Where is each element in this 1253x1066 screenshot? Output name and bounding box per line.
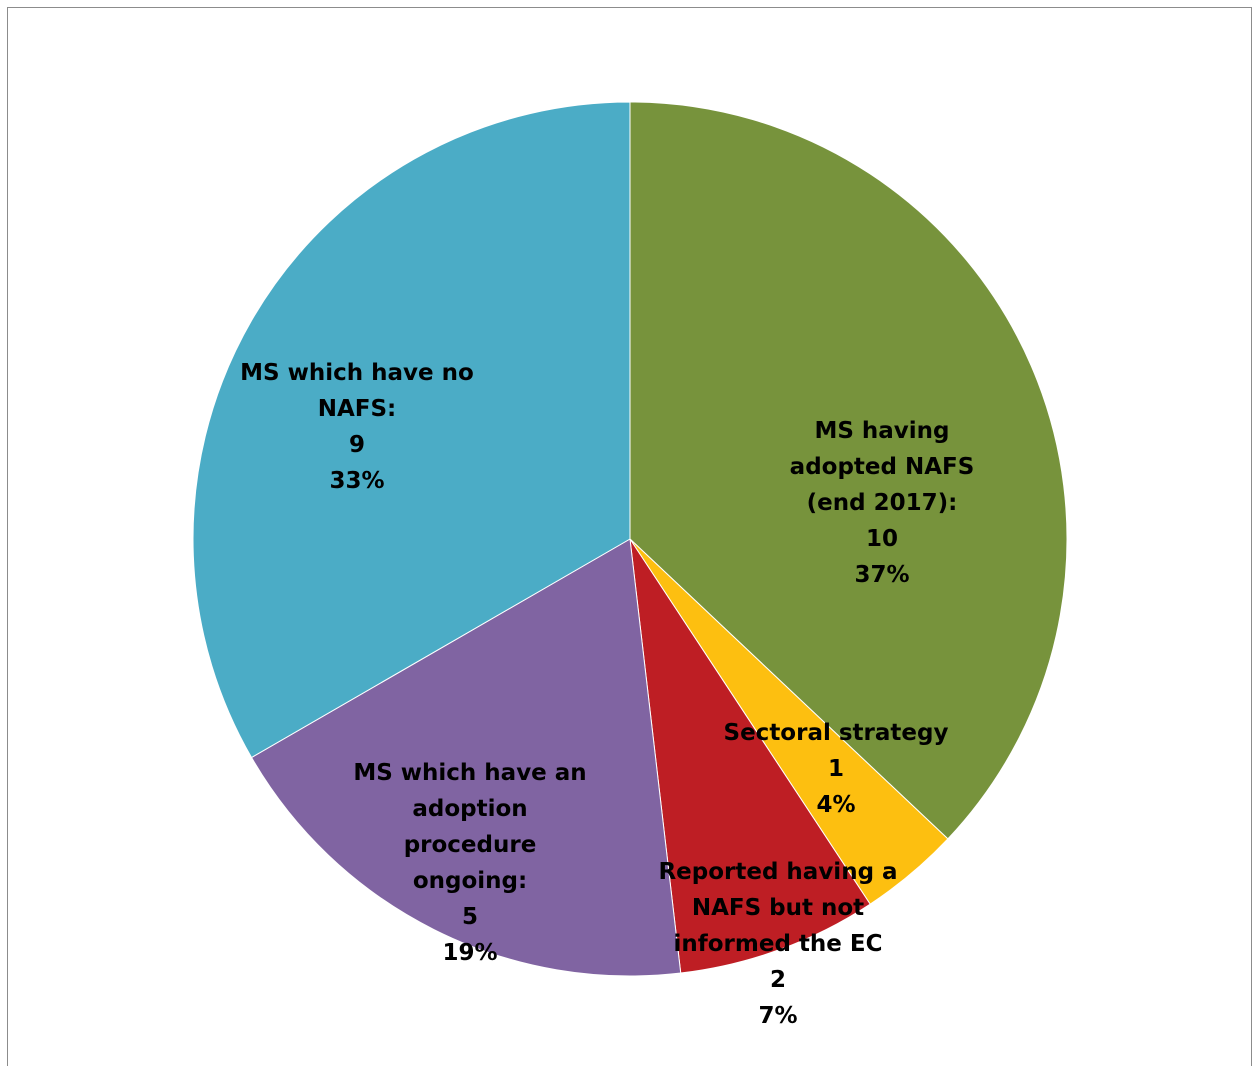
pie-slices — [192, 101, 1068, 977]
pie-slice-3 — [250, 538, 682, 977]
slice-0-label-line: MS having — [814, 418, 949, 444]
slice-1-value: 1 — [828, 756, 844, 782]
chart-frame — [7, 7, 1252, 1066]
slice-2-label-line: informed the EC — [673, 931, 882, 957]
slice-2-percent: 7% — [758, 1003, 797, 1029]
slice-label-1: Sectoral strategy 1 4% — [724, 720, 949, 818]
slice-label-0: MS having adopted NAFS (end 2017): 10 37% — [790, 418, 975, 588]
slice-4-label-line: NAFS: — [318, 396, 397, 422]
slice-label-4: MS which have no NAFS: 9 33% — [240, 360, 474, 494]
slice-label-3: MS which have an adoption procedure ongoing… — [353, 760, 586, 966]
slice-3-value: 5 — [462, 904, 478, 930]
slice-3-label-line: procedure — [404, 832, 537, 858]
slice-4-value: 9 — [349, 432, 365, 458]
slice-4-label-line: MS which have no — [240, 360, 474, 386]
slice-0-value: 10 — [866, 526, 898, 552]
pie-slice-2 — [629, 538, 871, 974]
slice-4-percent: 33% — [329, 468, 384, 494]
slice-0-label-line: (end 2017): — [807, 490, 958, 516]
slice-3-label-line: adoption — [412, 796, 527, 822]
slice-1-label-line: Sectoral strategy — [724, 720, 949, 746]
slice-0-percent: 37% — [854, 562, 909, 588]
slice-3-percent: 19% — [442, 940, 497, 966]
pie-labels: MS having adopted NAFS (end 2017): 10 37% Sec… — [240, 360, 974, 1029]
slice-1-percent: 4% — [816, 792, 855, 818]
slice-label-2: Reported having a NAFS but not informed th… — [658, 859, 897, 1029]
slice-2-label-line: Reported having a — [658, 859, 897, 885]
pie-slice-0 — [629, 101, 1068, 840]
pie-slice-4 — [192, 101, 631, 759]
slice-2-label-line: NAFS but not — [692, 895, 864, 921]
slice-3-label-line: ongoing: — [413, 868, 527, 894]
slice-0-label-line: adopted NAFS — [790, 454, 975, 480]
slice-2-value: 2 — [770, 967, 786, 993]
slice-3-label-line: MS which have an — [353, 760, 586, 786]
